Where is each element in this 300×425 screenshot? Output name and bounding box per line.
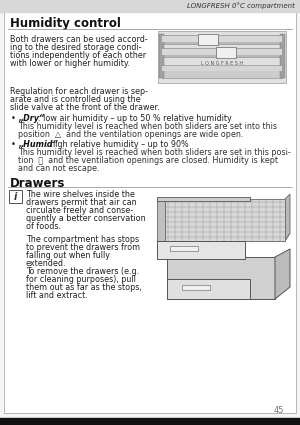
Text: L O N G F R E S H: L O N G F R E S H [201, 61, 243, 66]
Polygon shape [157, 233, 290, 241]
Bar [162, 48, 282, 57]
Bar [157, 241, 245, 259]
Text: „Dry“: „Dry“ [18, 114, 44, 123]
Text: The wire shelves inside the: The wire shelves inside the [26, 190, 135, 199]
Text: arate and is controlled using the: arate and is controlled using the [10, 95, 141, 104]
Text: for cleaning purposes), pull: for cleaning purposes), pull [26, 275, 136, 284]
Text: This humidity level is reached when both sliders are set in this posi-: This humidity level is reached when both… [18, 148, 291, 157]
Polygon shape [165, 199, 285, 241]
Text: lift and extract.: lift and extract. [26, 291, 88, 300]
Polygon shape [285, 194, 290, 241]
Text: and can not escape.: and can not escape. [18, 164, 100, 173]
Text: „Humid“: „Humid“ [18, 140, 58, 149]
Bar [157, 197, 250, 201]
Text: to prevent the drawers from: to prevent the drawers from [26, 243, 140, 252]
Bar [159, 34, 164, 78]
Text: Humidity control: Humidity control [10, 17, 121, 29]
Text: : low air humidity – up to 50 % relative humidity: : low air humidity – up to 50 % relative… [38, 114, 231, 123]
Text: quently a better conservation: quently a better conservation [26, 214, 146, 223]
Bar [162, 66, 282, 71]
Text: The compartment has stops: The compartment has stops [26, 235, 139, 244]
Bar [9, 190, 22, 203]
Bar [157, 199, 165, 241]
Bar [182, 285, 210, 290]
Text: of foods.: of foods. [26, 222, 61, 231]
Text: : high relative humidity – up to 90%: : high relative humidity – up to 90% [45, 140, 189, 149]
Bar [162, 36, 282, 42]
Bar [216, 47, 236, 58]
Text: Drawers: Drawers [10, 177, 65, 190]
Text: them out as far as the stops,: them out as far as the stops, [26, 283, 142, 292]
Bar [167, 279, 250, 299]
Bar [158, 31, 286, 83]
Text: LONGFRESH 0°C compartment: LONGFRESH 0°C compartment [187, 3, 295, 9]
Text: drawers permit that air can: drawers permit that air can [26, 198, 136, 207]
Bar [162, 35, 282, 44]
Bar [198, 34, 218, 45]
Polygon shape [275, 249, 290, 299]
Text: To remove the drawers (e.g.: To remove the drawers (e.g. [26, 267, 139, 276]
Bar [170, 246, 198, 251]
Text: with lower or higher humidity.: with lower or higher humidity. [10, 59, 130, 68]
Text: •: • [11, 140, 16, 149]
Text: falling out when fully: falling out when fully [26, 251, 110, 260]
Text: Both drawers can be used accord-: Both drawers can be used accord- [10, 35, 148, 44]
Text: extended.: extended. [26, 259, 67, 268]
Text: •: • [11, 114, 16, 123]
Text: This humidity level is reached when both sliders are set into this: This humidity level is reached when both… [18, 122, 277, 131]
Text: Regulation for each drawer is sep-: Regulation for each drawer is sep- [10, 87, 148, 96]
Bar [280, 34, 285, 78]
Bar [0, 418, 300, 425]
Text: circulate freely and conse-: circulate freely and conse- [26, 206, 133, 215]
Text: 45: 45 [274, 406, 284, 415]
Text: ing to the desired storage condi-: ing to the desired storage condi- [10, 43, 142, 52]
Text: slide valve at the front of the drawer.: slide valve at the front of the drawer. [10, 103, 160, 112]
Bar [167, 257, 275, 299]
Text: tion  ⛶  and the ventilation openings are closed. Humidity is kept: tion ⛶ and the ventilation openings are … [18, 156, 278, 165]
Text: i: i [14, 192, 17, 201]
Bar [162, 65, 282, 78]
Text: tions independently of each other: tions independently of each other [10, 51, 146, 60]
Bar [0, 0, 300, 12]
Bar [162, 49, 282, 55]
Text: position  △  and the ventilation openings are wide open.: position △ and the ventilation openings … [18, 130, 243, 139]
